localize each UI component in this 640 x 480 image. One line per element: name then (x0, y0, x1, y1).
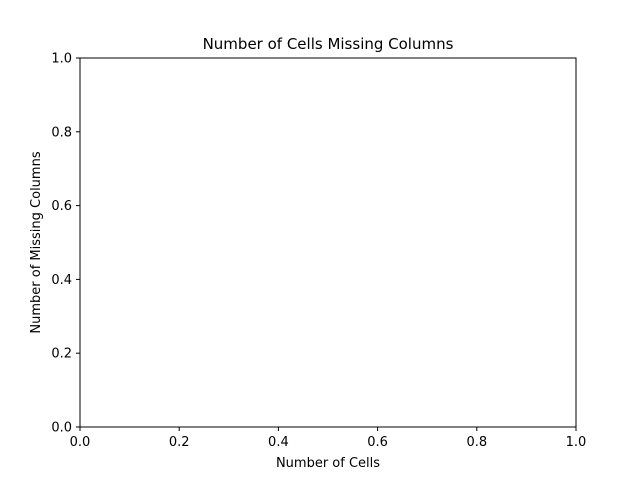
y-tick-label: 0.0 (51, 421, 72, 436)
x-tick-label: 0.0 (70, 435, 91, 450)
x-tick-label: 0.8 (466, 435, 487, 450)
x-tick-label: 0.2 (169, 435, 190, 450)
y-tick-label: 0.2 (51, 347, 72, 362)
y-tick-label: 1.0 (51, 52, 72, 67)
x-axis-label: Number of Cells (276, 456, 380, 471)
x-axis-ticks: 0.0 0.2 0.4 0.6 0.8 1.0 (70, 427, 587, 450)
x-tick-label: 0.6 (367, 435, 388, 450)
y-tick-label: 0.8 (51, 125, 72, 140)
chart-title: Number of Cells Missing Columns (203, 35, 454, 53)
y-axis-label: Number of Missing Columns (29, 151, 44, 333)
plot-area (79, 57, 577, 428)
y-tick-label: 0.4 (51, 273, 72, 288)
y-axis-ticks: 0.0 0.2 0.4 0.6 0.8 1.0 (51, 52, 80, 436)
x-tick-label: 1.0 (566, 435, 587, 450)
y-tick-label: 0.6 (51, 199, 72, 214)
x-tick-label: 0.4 (268, 435, 289, 450)
